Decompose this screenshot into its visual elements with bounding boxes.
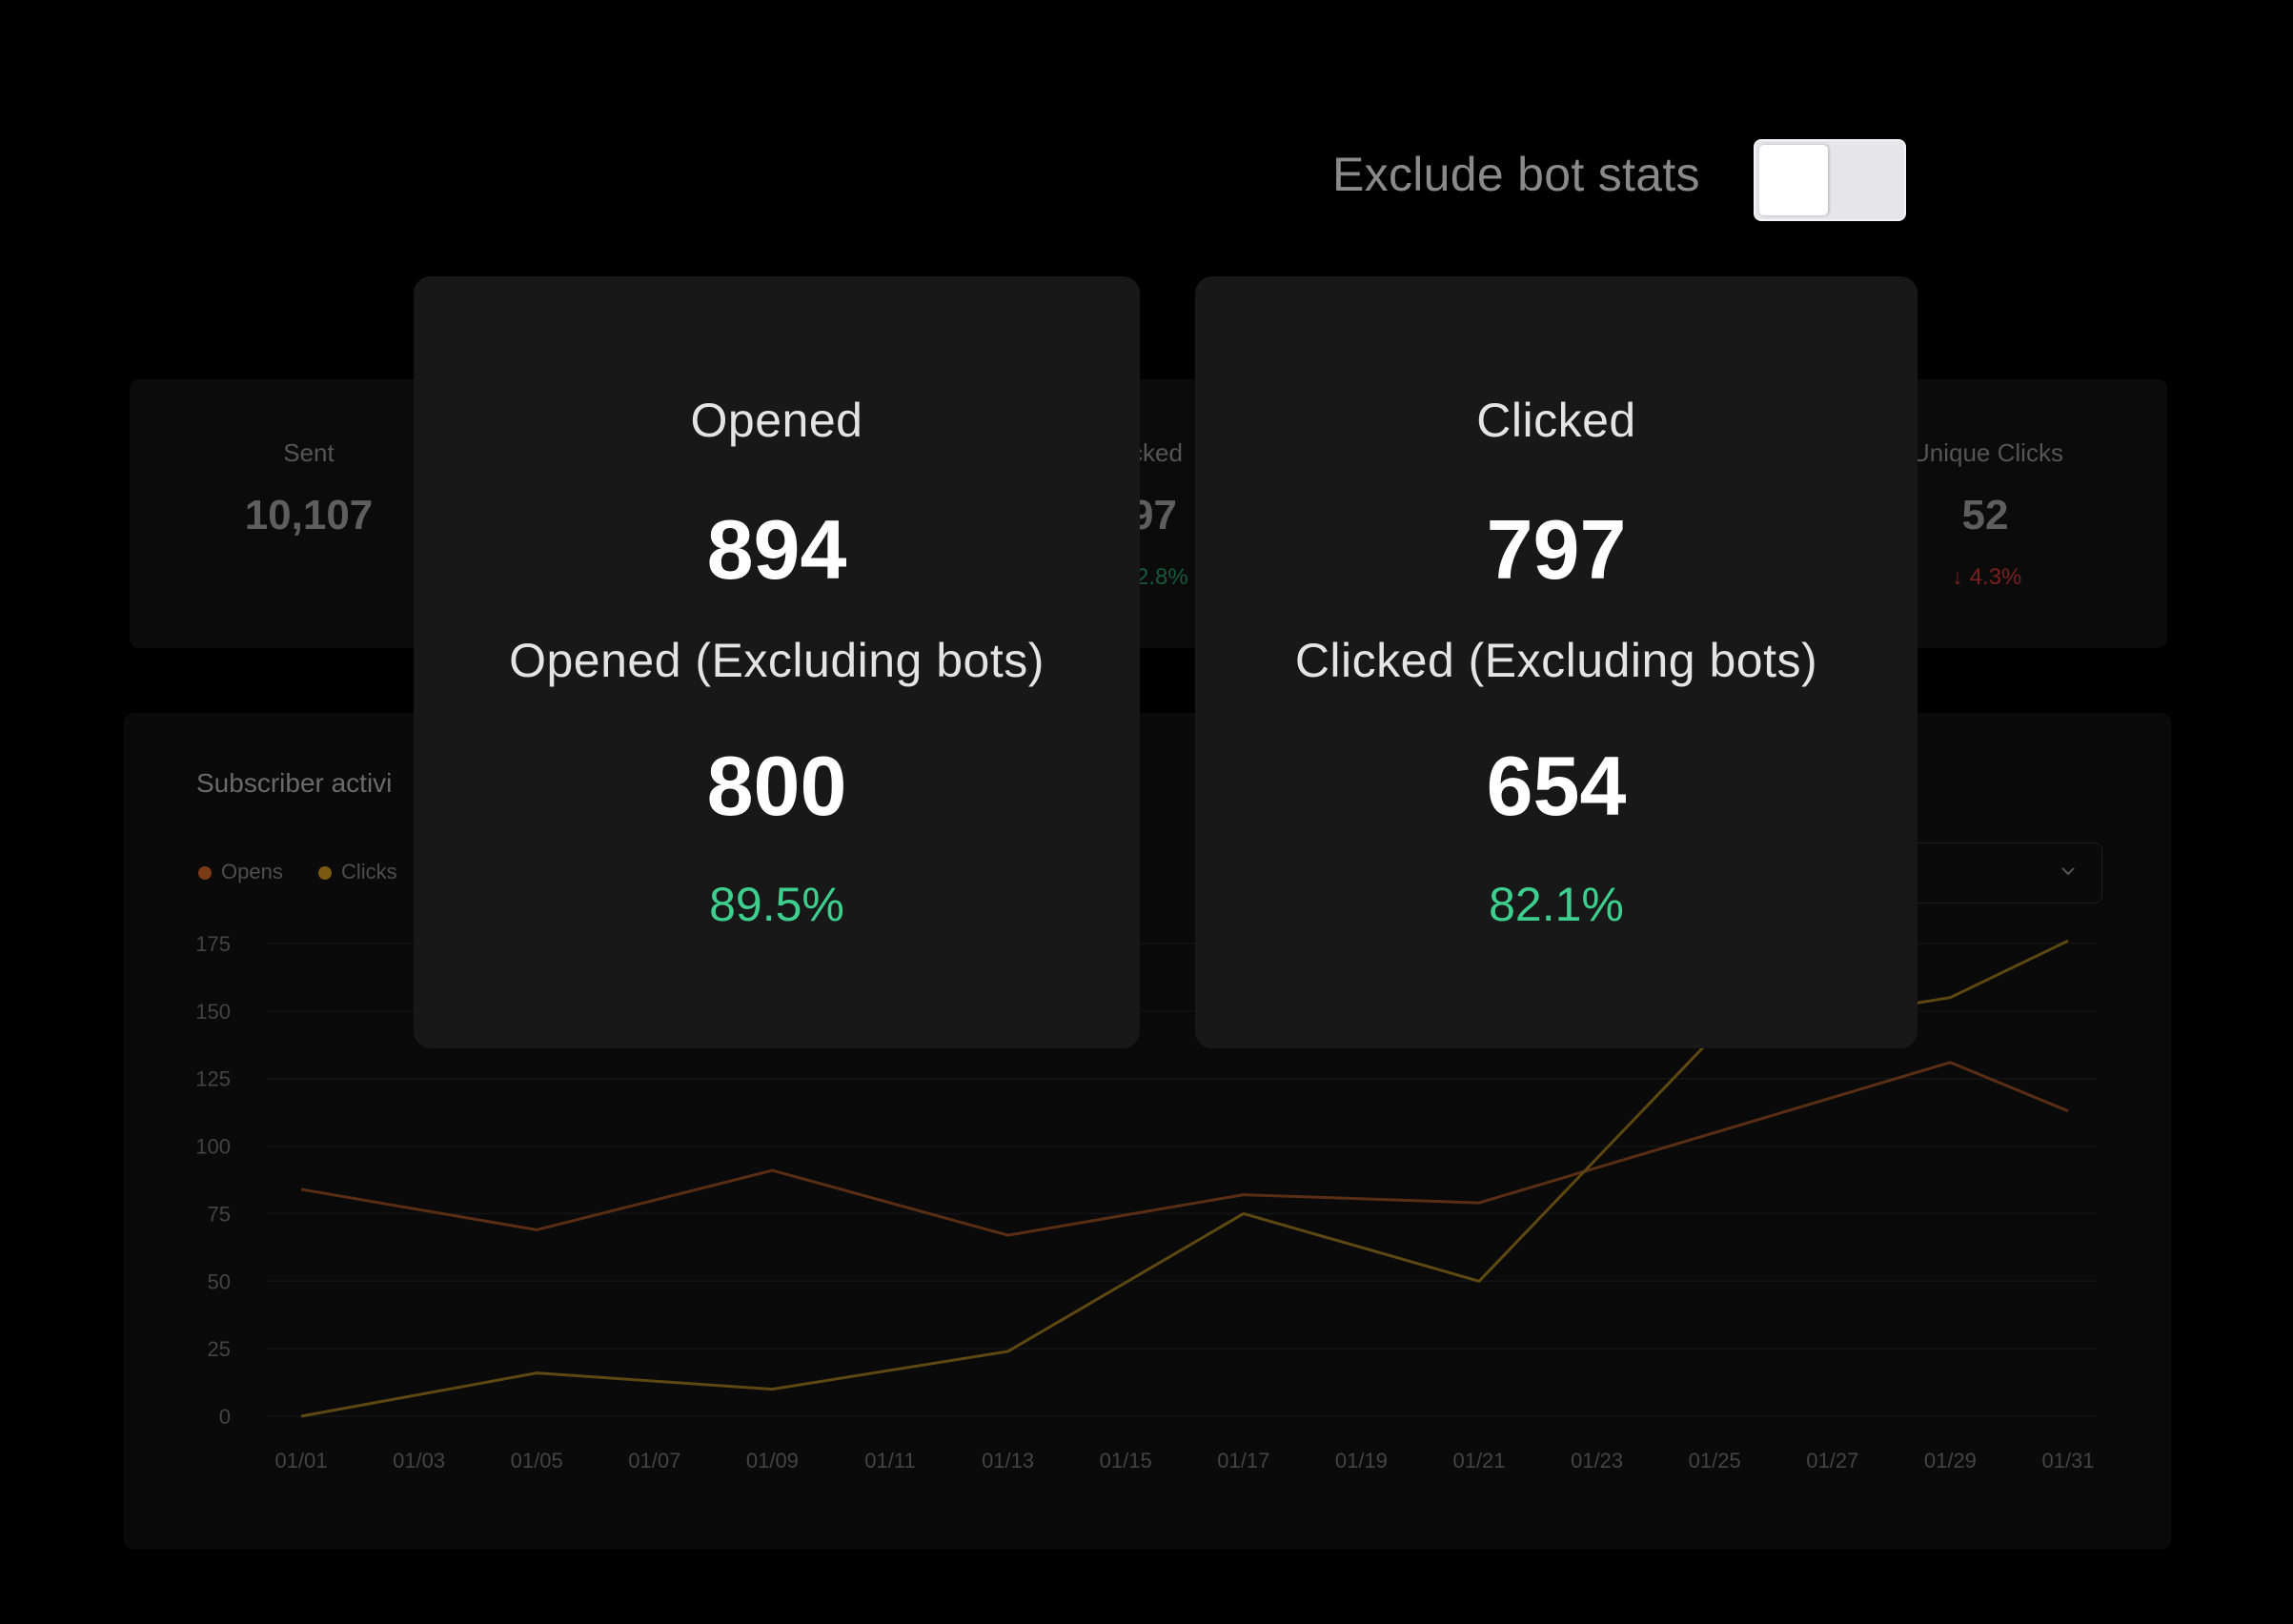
x-tick-label: 01/05 [511, 1449, 563, 1472]
x-tick-label: 01/21 [1452, 1449, 1505, 1472]
x-tick-label: 01/09 [746, 1449, 799, 1472]
opened-excluding-bots-value: 800 [706, 739, 847, 833]
clicked-excluding-bots-value: 654 [1486, 739, 1627, 833]
clicked-title: Clicked [1476, 394, 1636, 447]
stat-sent-label: Sent [283, 438, 335, 467]
legend-clicks-label: Clicks [341, 860, 397, 883]
toggle-knob [1759, 145, 1828, 215]
x-tick-label: 01/19 [1335, 1449, 1388, 1472]
x-tick-label: 01/23 [1571, 1449, 1623, 1472]
stat-unique-clicks-change: ↓ 4.3% [1952, 564, 2021, 591]
x-tick-label: 01/31 [2041, 1449, 2094, 1472]
exclude-bot-stats-label: Exclude bot stats [1332, 148, 1700, 201]
y-tick-label: 25 [208, 1337, 231, 1361]
x-tick-label: 01/11 [864, 1449, 915, 1472]
opened-total: 894 [706, 502, 847, 597]
chart-title: Subscriber activi [196, 768, 393, 798]
stat-unique-clicks-change-value: 4.3% [1969, 564, 2022, 590]
y-tick-label: 150 [195, 1000, 231, 1024]
stat-clicked-change: 2.8% [1136, 564, 1188, 590]
arrow-down-icon: ↓ [1952, 564, 1963, 590]
stat-sent-value: 10,107 [244, 492, 374, 538]
clicked-excluding-bots-title: Clicked (Excluding bots) [1294, 634, 1818, 687]
y-tick-label: 125 [195, 1067, 231, 1091]
x-tick-label: 01/07 [628, 1449, 680, 1472]
x-tick-label: 01/25 [1689, 1449, 1741, 1472]
opened-title: Opened [690, 394, 863, 447]
stat-unique-clicks-value: 52 [1961, 492, 2009, 538]
x-tick-label: 01/13 [982, 1449, 1034, 1472]
stat-unique-clicks-label: Unique Clicks [1912, 438, 2063, 467]
x-tick-label: 01/15 [1100, 1449, 1152, 1472]
legend-clicks-dot [318, 866, 332, 881]
legend-opens-label: Opens [221, 860, 283, 883]
legend-opens-dot [198, 866, 212, 881]
x-tick-label: 01/17 [1217, 1449, 1269, 1472]
exclude-bot-stats-toggle[interactable] [1754, 139, 1906, 221]
opened-excluding-bots-title: Opened (Excluding bots) [509, 634, 1045, 687]
opened-card: Opened 894 Opened (Excluding bots) 800 8… [414, 276, 1140, 1048]
y-tick-label: 175 [195, 932, 231, 956]
y-tick-label: 50 [208, 1269, 231, 1293]
legend-clicks: Clicks [318, 860, 397, 884]
x-tick-label: 01/27 [1806, 1449, 1858, 1472]
y-tick-label: 100 [195, 1135, 231, 1159]
clicked-card: Clicked 797 Clicked (Excluding bots) 654… [1195, 276, 1918, 1048]
x-tick-label: 01/29 [1924, 1449, 1977, 1472]
x-tick-label: 01/03 [393, 1449, 445, 1472]
y-tick-label: 75 [208, 1202, 231, 1226]
y-tick-label: 0 [219, 1405, 231, 1429]
clicked-percent: 82.1% [1489, 878, 1624, 931]
x-tick-label: 01/01 [274, 1449, 327, 1472]
series-line-opens [300, 1061, 2069, 1237]
clicked-total: 797 [1486, 502, 1627, 597]
opened-percent: 89.5% [709, 878, 844, 931]
legend-opens: Opens [198, 860, 283, 884]
chevron-down-icon [2061, 867, 2075, 876]
